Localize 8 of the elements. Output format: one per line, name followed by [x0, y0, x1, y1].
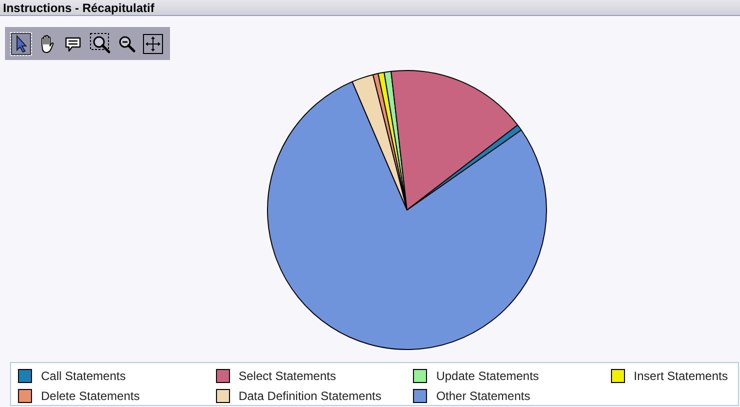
- legend-label: Call Statements: [41, 368, 126, 384]
- chart-title: Instructions - Récapitulatif: [3, 1, 154, 15]
- legend-label: Other Statements: [436, 388, 530, 404]
- legend-label: Data Definition Statements: [238, 388, 382, 404]
- legend-label: Delete Statements: [41, 388, 140, 404]
- legend-label: Select Statements: [238, 368, 336, 384]
- legend-label: Insert Statements: [634, 368, 728, 384]
- legend-label: Update Statements: [436, 368, 539, 384]
